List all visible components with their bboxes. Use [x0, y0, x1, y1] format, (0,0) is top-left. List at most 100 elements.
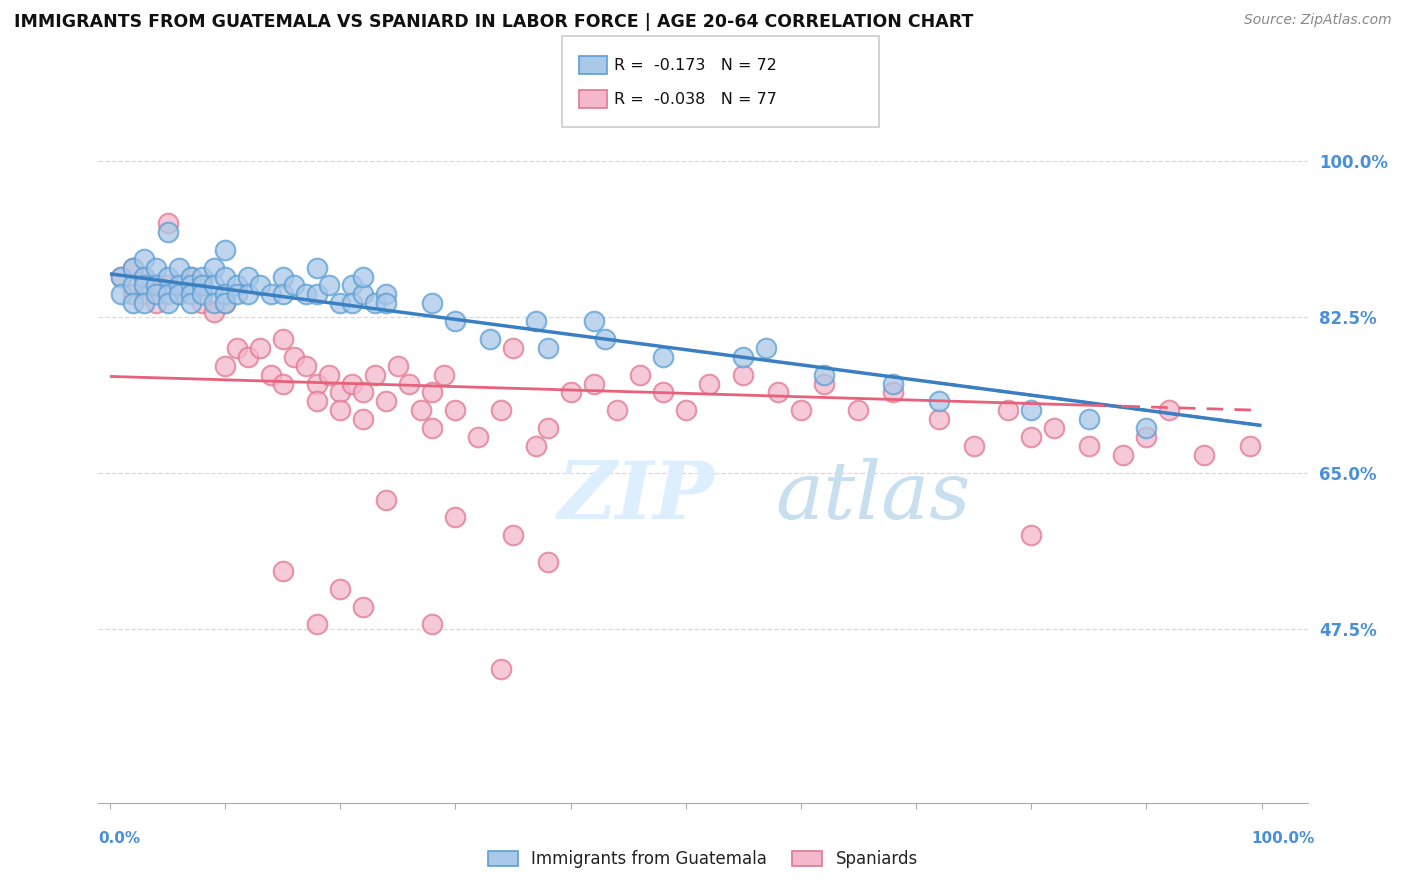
Text: R =  -0.173   N = 72: R = -0.173 N = 72 — [614, 58, 778, 72]
Point — [491, 403, 513, 417]
Point — [340, 296, 363, 310]
Point — [236, 269, 259, 284]
Point — [156, 296, 179, 310]
Point — [1135, 421, 1157, 435]
Point — [352, 385, 374, 400]
Point — [375, 394, 398, 409]
Point — [156, 216, 179, 230]
Point — [628, 368, 651, 382]
Point — [214, 359, 236, 373]
Point — [733, 368, 755, 382]
Point — [180, 278, 202, 293]
Point — [329, 582, 352, 596]
Point — [202, 278, 225, 293]
Point — [134, 252, 156, 266]
Point — [593, 332, 616, 346]
Point — [271, 332, 294, 346]
Point — [790, 403, 813, 417]
Point — [225, 341, 247, 355]
Point — [122, 260, 145, 275]
Point — [329, 385, 352, 400]
Point — [156, 287, 179, 301]
Point — [191, 278, 214, 293]
Point — [307, 394, 329, 409]
Point — [340, 278, 363, 293]
Point — [882, 376, 904, 391]
Point — [145, 296, 167, 310]
Text: R =  -0.038   N = 77: R = -0.038 N = 77 — [614, 92, 778, 106]
Point — [271, 269, 294, 284]
Point — [422, 421, 444, 435]
Point — [375, 296, 398, 310]
Point — [271, 564, 294, 578]
Point — [1019, 403, 1042, 417]
Point — [755, 341, 778, 355]
Point — [502, 341, 524, 355]
Point — [375, 287, 398, 301]
Point — [134, 296, 156, 310]
Point — [536, 555, 558, 569]
Point — [848, 403, 870, 417]
Text: atlas: atlas — [776, 458, 972, 535]
Point — [110, 287, 132, 301]
Point — [697, 376, 720, 391]
Point — [307, 376, 329, 391]
Point — [294, 359, 316, 373]
Point — [145, 278, 167, 293]
Point — [307, 617, 329, 632]
Text: ZIP: ZIP — [558, 458, 714, 535]
Point — [225, 278, 247, 293]
Point — [145, 287, 167, 301]
Point — [766, 385, 789, 400]
Point — [191, 287, 214, 301]
Point — [167, 287, 190, 301]
Point — [249, 341, 271, 355]
Point — [134, 287, 156, 301]
Point — [191, 296, 214, 310]
Point — [329, 403, 352, 417]
Point — [398, 376, 420, 391]
Point — [606, 403, 628, 417]
Point — [928, 394, 950, 409]
Point — [214, 269, 236, 284]
Point — [294, 287, 316, 301]
Point — [156, 278, 179, 293]
Point — [180, 269, 202, 284]
Point — [156, 269, 179, 284]
Point — [1019, 430, 1042, 444]
Point — [1043, 421, 1066, 435]
Point — [1019, 528, 1042, 542]
Point — [202, 305, 225, 319]
Text: Source: ZipAtlas.com: Source: ZipAtlas.com — [1244, 13, 1392, 28]
Point — [352, 412, 374, 426]
Point — [1077, 412, 1099, 426]
Point — [1239, 439, 1261, 453]
Point — [318, 278, 340, 293]
Point — [364, 296, 387, 310]
Text: 100.0%: 100.0% — [1251, 831, 1315, 846]
Point — [997, 403, 1019, 417]
Point — [422, 296, 444, 310]
Point — [352, 269, 374, 284]
Point — [1077, 439, 1099, 453]
Point — [214, 296, 236, 310]
Point — [813, 376, 835, 391]
Point — [307, 260, 329, 275]
Point — [444, 403, 467, 417]
Point — [180, 287, 202, 301]
Point — [134, 269, 156, 284]
Point — [167, 260, 190, 275]
Point — [283, 278, 305, 293]
Point — [813, 368, 835, 382]
Point — [191, 278, 214, 293]
Point — [110, 269, 132, 284]
Point — [167, 287, 190, 301]
Point — [271, 376, 294, 391]
Point — [502, 528, 524, 542]
Legend: Immigrants from Guatemala, Spaniards: Immigrants from Guatemala, Spaniards — [481, 843, 925, 874]
Point — [444, 510, 467, 524]
Point — [225, 287, 247, 301]
Point — [156, 225, 179, 239]
Point — [145, 260, 167, 275]
Point — [1112, 448, 1135, 462]
